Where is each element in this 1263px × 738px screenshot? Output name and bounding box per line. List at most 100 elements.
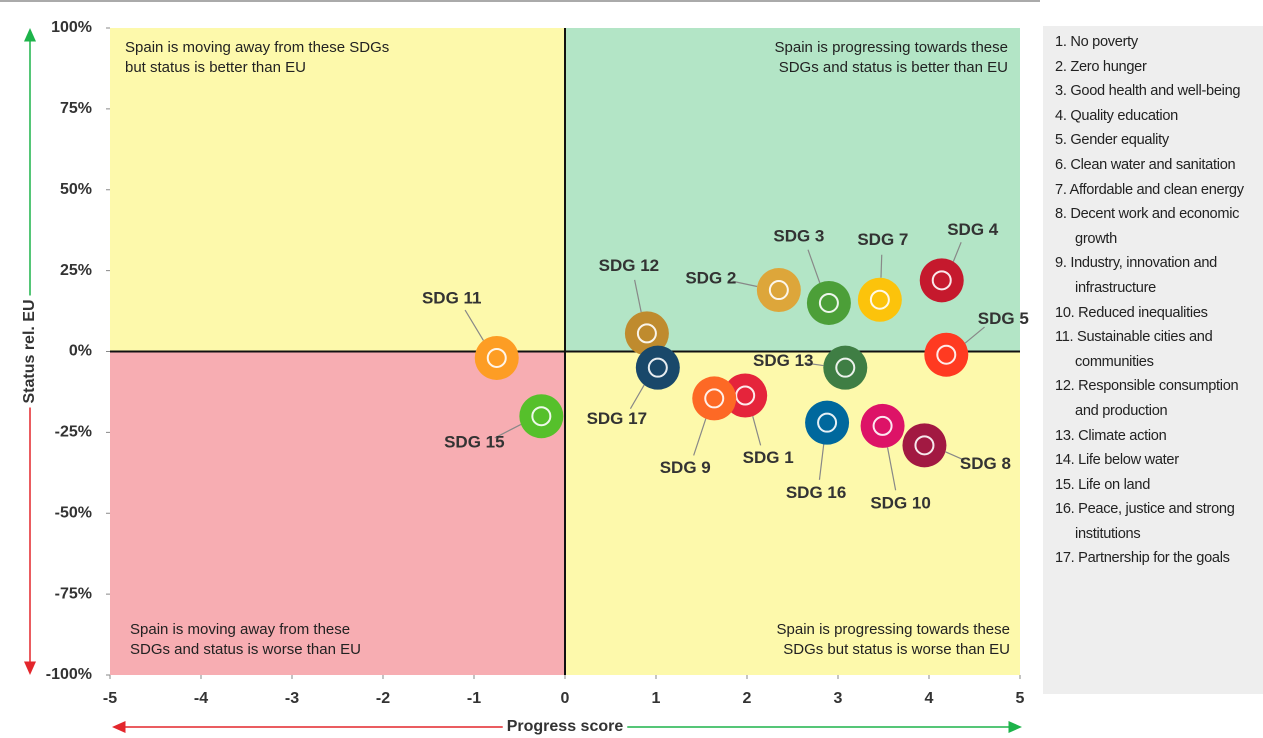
y-tick-label: -100%: [46, 666, 92, 683]
legend-item: 5. Gender equality: [1055, 132, 1169, 149]
quadrant-note: Spain is moving away from these SDGs: [125, 39, 389, 56]
sdg-point: [860, 403, 905, 448]
sdg-icon: [735, 385, 756, 406]
x-tick-label: 0: [561, 690, 570, 707]
sdg-point: [519, 394, 564, 439]
y-tick-label: -50%: [55, 504, 92, 521]
leader-line: [752, 416, 762, 446]
sdg-point: [474, 335, 519, 380]
x-tick-label: -1: [467, 690, 481, 707]
x-tick-label: -3: [285, 690, 299, 707]
sdg-bubble: [624, 311, 669, 356]
x-tick-label: 2: [743, 690, 752, 707]
point-label: SDG 7: [857, 230, 908, 249]
sdg-bubble: [635, 345, 680, 390]
sdg-bubble: [805, 400, 850, 445]
legend-item: 7. Affordable and clean energy: [1055, 181, 1244, 198]
leader-line: [886, 447, 897, 491]
y-tick-label: 25%: [60, 262, 92, 279]
y-axis-label: Status rel. EU: [21, 299, 38, 403]
leader-line: [732, 280, 758, 288]
sdg-point: [624, 311, 669, 356]
point-label: SDG 11: [422, 288, 482, 307]
point-label: SDG 12: [599, 256, 659, 275]
sdg-icon: [647, 357, 668, 378]
sdg-icon: [704, 388, 725, 409]
leader-line: [807, 249, 821, 284]
leader-line: [494, 423, 522, 439]
x-tick-label: -5: [103, 690, 117, 707]
sdg-bubble: [924, 332, 969, 377]
x-tick-label: 5: [1016, 690, 1025, 707]
y-tick-label: 100%: [51, 19, 92, 36]
sdg-icon: [931, 270, 952, 291]
sdg-icon: [872, 415, 893, 436]
point-label: SDG 9: [660, 458, 711, 477]
sdg-bubble: [806, 280, 851, 325]
leader-line: [464, 309, 484, 341]
sdg-icon: [835, 357, 856, 378]
quadrant-note: but status is better than EU: [125, 59, 306, 76]
sdg-point: [924, 332, 969, 377]
y-tick-label: -75%: [55, 585, 92, 602]
point-label: SDG 4: [947, 220, 999, 239]
sdg-icon: [936, 344, 957, 365]
quadrant-note: Spain is progressing towards these: [775, 39, 1008, 56]
sdg-bubble: [902, 423, 947, 468]
quadrant-bottom-left: [110, 351, 565, 675]
x-tick-label: 1: [652, 690, 661, 707]
sdg-icon: [636, 323, 657, 344]
x-tick-label: -4: [194, 690, 208, 707]
sdg-point: [857, 277, 902, 322]
sdg-icon: [768, 280, 789, 301]
legend-item: 9. Industry, innovation and infrastructu…: [1055, 255, 1218, 296]
sdg-point: [806, 280, 851, 325]
legend-item: 6. Clean water and sanitation: [1055, 156, 1236, 173]
sdg-bubble: [474, 335, 519, 380]
leader-line: [805, 362, 824, 367]
sdg-bubble: [519, 394, 564, 439]
quadrant-top-left: [110, 28, 565, 352]
sdg-icon: [531, 406, 552, 427]
sdg-icon: [817, 412, 838, 433]
legend-item: 4. Quality education: [1055, 107, 1178, 124]
legend-item: 2. Zero hunger: [1055, 58, 1147, 75]
chart: Spain is moving away from these SDGs but …: [0, 0, 1040, 735]
point-label: SDG 5: [978, 309, 1029, 328]
point-label: SDG 1: [743, 448, 794, 467]
sdg-point: [902, 423, 947, 468]
quadrant-note: Spain is moving away from these: [130, 621, 350, 638]
sdg-bubble: [756, 268, 801, 313]
quadrant-note: SDGs but status is worse than EU: [783, 641, 1010, 658]
leader-line: [880, 254, 883, 278]
y-tick-label: 0%: [69, 343, 92, 360]
leader-line: [693, 418, 707, 456]
leader-line: [818, 444, 825, 480]
sdg-bubble: [857, 277, 902, 322]
point-label: SDG 10: [870, 493, 930, 512]
sdg-point: [805, 400, 850, 445]
point-label: SDG 17: [587, 409, 647, 428]
point-label: SDG 16: [786, 483, 846, 502]
x-tick-label: 3: [834, 690, 843, 707]
sdg-point: [692, 376, 737, 421]
leader-line: [964, 326, 985, 344]
legend-item: 17. Partnership for the goals: [1055, 550, 1230, 567]
legend-item: 16. Peace, justice and strong institutio…: [1055, 501, 1235, 542]
point-label: SDG 2: [685, 269, 736, 288]
sdg-icon: [869, 289, 890, 310]
legend-item: 15. Life on land: [1055, 476, 1151, 493]
legend-item: 13. Climate action: [1055, 427, 1167, 444]
legend: 1. No poverty 2. Zero hunger 3. Good healt…: [1043, 26, 1263, 694]
y-tick-label: 50%: [60, 181, 92, 198]
legend-item: 3. Good health and well-being: [1055, 83, 1241, 100]
legend-item: 12. Responsible consumption and producti…: [1055, 378, 1239, 419]
sdg-point: [756, 268, 801, 313]
sdg-icon: [486, 347, 507, 368]
leader-line: [945, 451, 965, 461]
sdg-icon: [914, 435, 935, 456]
point-label: SDG 15: [444, 433, 504, 452]
point-label: SDG 13: [753, 351, 813, 370]
legend-item: 11. Sustainable cities and communities: [1055, 329, 1213, 370]
